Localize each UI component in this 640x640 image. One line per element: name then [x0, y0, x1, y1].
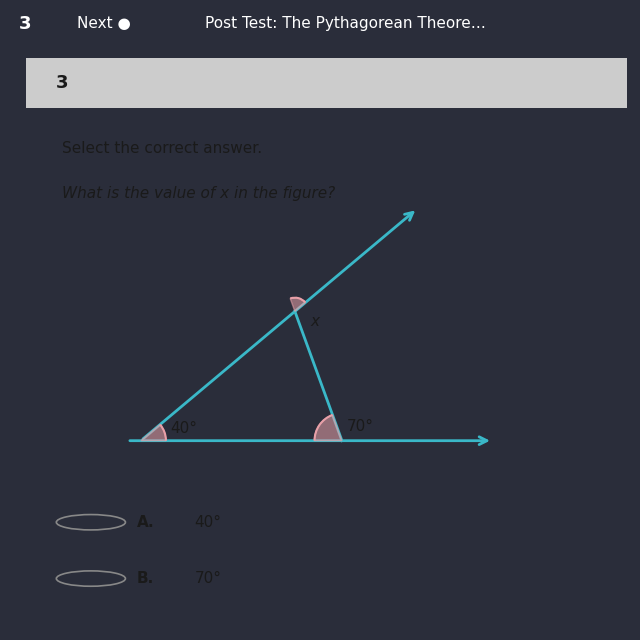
Text: 3: 3	[19, 15, 32, 33]
Text: Post Test: The Pythagorean Theore…: Post Test: The Pythagorean Theore…	[205, 16, 486, 31]
Text: Next ●: Next ●	[77, 16, 131, 31]
Text: A.: A.	[137, 515, 155, 530]
FancyBboxPatch shape	[26, 58, 627, 108]
Polygon shape	[141, 424, 166, 441]
Polygon shape	[290, 298, 305, 312]
Text: B.: B.	[137, 571, 154, 586]
Text: What is the value of x in the figure?: What is the value of x in the figure?	[61, 186, 335, 201]
Text: 3: 3	[56, 74, 68, 92]
Polygon shape	[314, 415, 342, 441]
Text: x: x	[311, 314, 320, 329]
Text: 40°: 40°	[195, 515, 221, 530]
Text: Select the correct answer.: Select the correct answer.	[61, 141, 262, 156]
Text: 70°: 70°	[195, 571, 221, 586]
Text: 70°: 70°	[346, 419, 374, 434]
Text: 40°: 40°	[170, 421, 198, 436]
